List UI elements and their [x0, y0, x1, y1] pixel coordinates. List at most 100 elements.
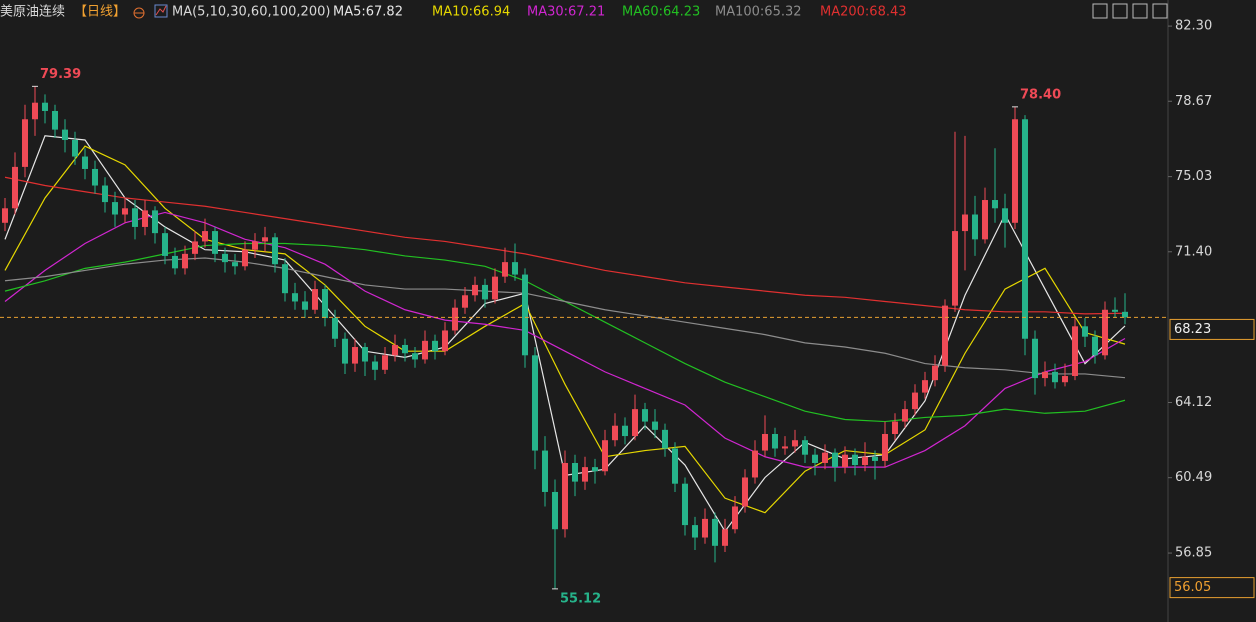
- y-tick-label: 64.12: [1175, 395, 1212, 410]
- ma-line: [4, 257, 1126, 379]
- candle-body: [602, 440, 608, 472]
- candle-body: [322, 289, 328, 319]
- candle-body: [22, 119, 28, 167]
- candle-body: [732, 506, 738, 530]
- candle-body: [692, 525, 698, 538]
- indicator-icon[interactable]: [154, 4, 168, 18]
- candle-body: [652, 421, 658, 430]
- candle-body: [292, 293, 298, 302]
- candle-body: [792, 440, 798, 447]
- candle-body: [1102, 309, 1108, 356]
- candle-body: [112, 202, 118, 215]
- ma-line: [4, 211, 1126, 468]
- candle-body: [582, 467, 588, 482]
- candle-body: [872, 456, 878, 461]
- candle-body: [662, 429, 668, 449]
- legend-entry: MA200:68.43: [820, 5, 907, 20]
- candle-body: [982, 200, 988, 240]
- y-tick-label: 82.30: [1175, 19, 1212, 34]
- candle-body: [722, 529, 728, 546]
- period[interactable]: 【日线】: [74, 5, 126, 20]
- candle-body: [762, 433, 768, 451]
- candle-body: [802, 440, 808, 455]
- candle-body: [342, 338, 348, 364]
- candle-body: [1032, 338, 1038, 379]
- candle-body: [452, 307, 458, 331]
- candle-body: [402, 344, 408, 354]
- candle-body: [1002, 208, 1008, 223]
- candle-body: [142, 210, 148, 227]
- candle-body: [702, 518, 708, 538]
- y-tick-label: 56.85: [1175, 546, 1212, 561]
- candle-body: [862, 456, 868, 466]
- candle-body: [282, 264, 288, 294]
- candle-body: [1112, 309, 1118, 312]
- chart-title: 美原油连续: [0, 4, 65, 20]
- candle-body: [1042, 371, 1048, 379]
- legend-entry: MA30:67.21: [527, 5, 605, 20]
- candle-body: [672, 448, 678, 484]
- candle-body: [422, 340, 428, 360]
- annotation: 55.12: [560, 591, 601, 606]
- candle-body: [192, 241, 198, 254]
- candle-body: [432, 340, 438, 352]
- candle-body: [852, 454, 858, 466]
- candle-body: [492, 276, 498, 300]
- candle-body: [822, 452, 828, 463]
- candle-body: [642, 409, 648, 422]
- candle-body: [962, 214, 968, 232]
- candle-body: [222, 253, 228, 263]
- candle-body: [532, 355, 538, 451]
- candle-body: [372, 361, 378, 370]
- candle-body: [62, 129, 68, 140]
- candle-body: [1012, 119, 1018, 223]
- candle-body: [162, 233, 168, 256]
- candle-body: [1092, 336, 1098, 356]
- candle-body: [232, 262, 238, 267]
- candle-body: [172, 255, 178, 269]
- candle-body: [542, 450, 548, 492]
- legend-entry: MA5:67.82: [333, 5, 403, 20]
- y-tick-label: 71.40: [1175, 244, 1212, 259]
- candle-body: [942, 305, 948, 366]
- last-price-label: 68.23: [1174, 322, 1211, 337]
- y-tick-label: 75.03: [1175, 169, 1212, 184]
- annotation: 79.39: [40, 67, 81, 82]
- candle-body: [272, 237, 278, 265]
- candle-body: [382, 355, 388, 370]
- candle-body: [42, 102, 48, 111]
- candle-body: [52, 110, 58, 130]
- candle-body: [782, 446, 788, 449]
- settings-icon[interactable]: [133, 7, 145, 19]
- candle-body: [102, 185, 108, 203]
- candle-body: [622, 425, 628, 437]
- candle-body: [952, 231, 958, 306]
- candle-body: [1052, 371, 1058, 383]
- candle-body: [882, 433, 888, 461]
- candle-body: [302, 301, 308, 310]
- candle-body: [932, 365, 938, 381]
- candle-body: [332, 318, 338, 339]
- candle-body: [132, 208, 138, 227]
- candle-body: [442, 330, 448, 352]
- candle-body: [572, 462, 578, 482]
- y-tick-label: 60.49: [1175, 470, 1212, 485]
- candle-body: [82, 156, 88, 169]
- candle-body: [992, 200, 998, 209]
- candle-body: [32, 102, 38, 120]
- candle-body: [242, 249, 248, 267]
- candle-body: [1122, 311, 1128, 318]
- candle-body: [912, 392, 918, 410]
- candle-body: [502, 262, 508, 277]
- candle-body: [742, 477, 748, 507]
- candle-body: [252, 241, 258, 250]
- toolbar[interactable]: [1092, 3, 1168, 19]
- candle-body: [632, 409, 638, 437]
- candle-body: [772, 433, 778, 449]
- cursor-price-box: [1169, 577, 1255, 599]
- candle-body: [552, 491, 558, 530]
- legend-entry: MA10:66.94: [432, 5, 510, 20]
